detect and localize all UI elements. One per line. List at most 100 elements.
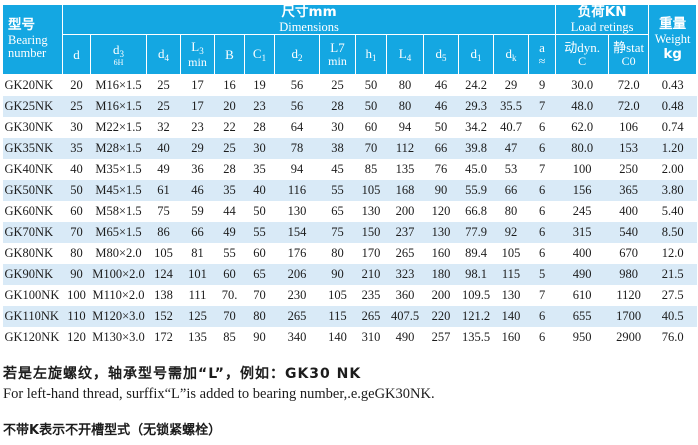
weight-header-unit: kg (663, 45, 682, 62)
table-cell: 60 (364, 120, 378, 135)
table-row: GK20NK 20 M16×1.5 25 17 16 19 56 25 50 80 46 24.2 29 9… (3, 75, 697, 97)
table-cell: 17 (191, 78, 204, 93)
table-cell: 8.50 (648, 222, 697, 244)
bearing-number-cell: GK60NK (4, 204, 54, 219)
table-cell: 46 (423, 96, 459, 118)
column-header-h1: h1 (355, 34, 387, 76)
table-cell: M28×1.5 (90, 138, 147, 160)
table-cell: 210 (355, 264, 387, 286)
table-cell: 16 (223, 78, 236, 93)
table-cell: 25 (146, 96, 181, 118)
table-cell: 980 (608, 264, 649, 286)
table-row: GK110NK 110 M120×3.0 152 125 70 80 265 115 265 407… (2, 306, 697, 328)
table-cell: 64 (290, 120, 304, 135)
table-cell: 60 (253, 246, 266, 261)
table-row: GK120NK 120 M130×3.0 172 135 85 90 340 140 310 490… (3, 327, 697, 348)
table-cell: 9 (538, 78, 546, 93)
table-cell: 1700 (608, 306, 649, 328)
table-cell: 23 (191, 120, 204, 135)
table-cell: 655 (555, 306, 609, 328)
table-cell: 2.00 (661, 162, 684, 177)
table-cell: 80 (386, 96, 424, 118)
column-header-l3: L3 min (180, 34, 215, 76)
bearing-number-cell: GK120NK (4, 330, 60, 345)
table-cell: 50 (434, 120, 448, 135)
bearing-number-cell: GK25NK (2, 96, 63, 118)
table-cell: 90 (423, 180, 459, 202)
table-cell: 265 (395, 246, 415, 261)
table-cell: 135 (395, 162, 415, 177)
table-cell: 77.9 (458, 222, 494, 244)
header-group-row: 型号 Bearing number 尺寸mm Dimensions 负荷KN L… (2, 3, 698, 76)
table-cell: 46 (180, 180, 215, 202)
table-cell: 105 (355, 180, 387, 202)
table-cell: 55 (244, 222, 275, 244)
table-cell: 153 (608, 138, 649, 160)
table-cell: 70 (253, 288, 266, 303)
table-cell: 40.7 (500, 120, 522, 135)
table-row: GK30NK 30 M22×1.5 32 23 22 28 64 30 60 94 50 34.2 40.… (3, 117, 697, 138)
table-cell: 30 (244, 138, 275, 160)
table-cell: 138 (154, 288, 173, 303)
table-cell: 29.3 (458, 96, 494, 118)
table-cell: 237 (386, 222, 424, 244)
bearing-number-cell: GK90NK (2, 264, 63, 286)
table-row: GK60NK 60 M58×1.5 75 59 44 50 130 65 130 200 120 66.… (3, 201, 697, 222)
table-cell: 154 (274, 222, 320, 244)
table-cell: M22×1.5 (95, 120, 142, 135)
table-cell: 50 (364, 78, 378, 93)
table-cell: 75 (319, 222, 356, 244)
table-cell: 220 (423, 306, 459, 328)
table-cell: 66 (423, 138, 459, 160)
table-cell: 7 (538, 162, 546, 177)
table-cell: 340 (287, 330, 307, 345)
table-cell: 75 (157, 204, 170, 219)
table-cell: 70 (355, 138, 387, 160)
table-cell: 61 (146, 180, 181, 202)
table-cell: M65×1.5 (90, 222, 147, 244)
table-cell: 22 (223, 120, 236, 135)
table-cell: 76 (434, 162, 448, 177)
table-cell: 30.0 (571, 78, 594, 93)
table-cell: 72.0 (608, 96, 649, 118)
footnote-no-k-zh: 不带K表示不开槽型式（无锁紧螺栓） (3, 423, 222, 438)
table-cell: 34.2 (465, 120, 487, 135)
column-header-l7: L7 min (319, 34, 356, 76)
table-cell: 950 (572, 330, 592, 345)
load-header-zh: 负荷KN (577, 4, 627, 20)
table-cell: 49 (157, 162, 170, 177)
table-cell: 172 (154, 330, 173, 345)
table-cell: 80 (331, 246, 344, 261)
bearing-number-cell: GK80NK (4, 246, 54, 261)
table-cell: 56 (274, 96, 320, 118)
table-cell: 35 (214, 180, 245, 202)
table-cell: 19 (253, 78, 266, 93)
table-cell: 160 (501, 330, 521, 345)
table-cell: 490 (555, 264, 609, 286)
table-cell: 100 (67, 288, 86, 303)
table-cell: 78 (274, 138, 320, 160)
table-cell: 30 (331, 120, 344, 135)
table-cell: 65 (244, 264, 275, 286)
table-cell: 109.5 (461, 288, 491, 303)
table-cell: 85 (364, 162, 378, 177)
table-cell: 80.0 (555, 138, 609, 160)
table-cell: 135 (188, 330, 207, 345)
table-row: GK80NK 80 M80×2.0 105 81 55 60 176 80 170 265 160 89… (3, 243, 697, 264)
table-cell: 40 (146, 138, 181, 160)
footnote-left-hand-thread-en: For left-hand thread, surffix“L”is added… (3, 386, 435, 402)
table-cell: M80×2.0 (95, 246, 142, 261)
table-cell: M16×1.5 (90, 96, 147, 118)
table-cell: 200 (431, 288, 451, 303)
column-header-bearing-number: 型号 Bearing number (2, 3, 63, 76)
table-cell: 25 (214, 138, 245, 160)
table-cell: 59 (191, 204, 204, 219)
table-cell: 235 (361, 288, 381, 303)
table-cell: 55 (223, 246, 236, 261)
table-cell: 46 (434, 78, 448, 93)
table-cell: 257 (431, 330, 451, 345)
table-cell: 105 (154, 246, 173, 261)
table-cell: 80 (70, 246, 83, 261)
table-cell: M100×2.0 (90, 264, 147, 286)
table-cell: 6 (538, 204, 546, 219)
